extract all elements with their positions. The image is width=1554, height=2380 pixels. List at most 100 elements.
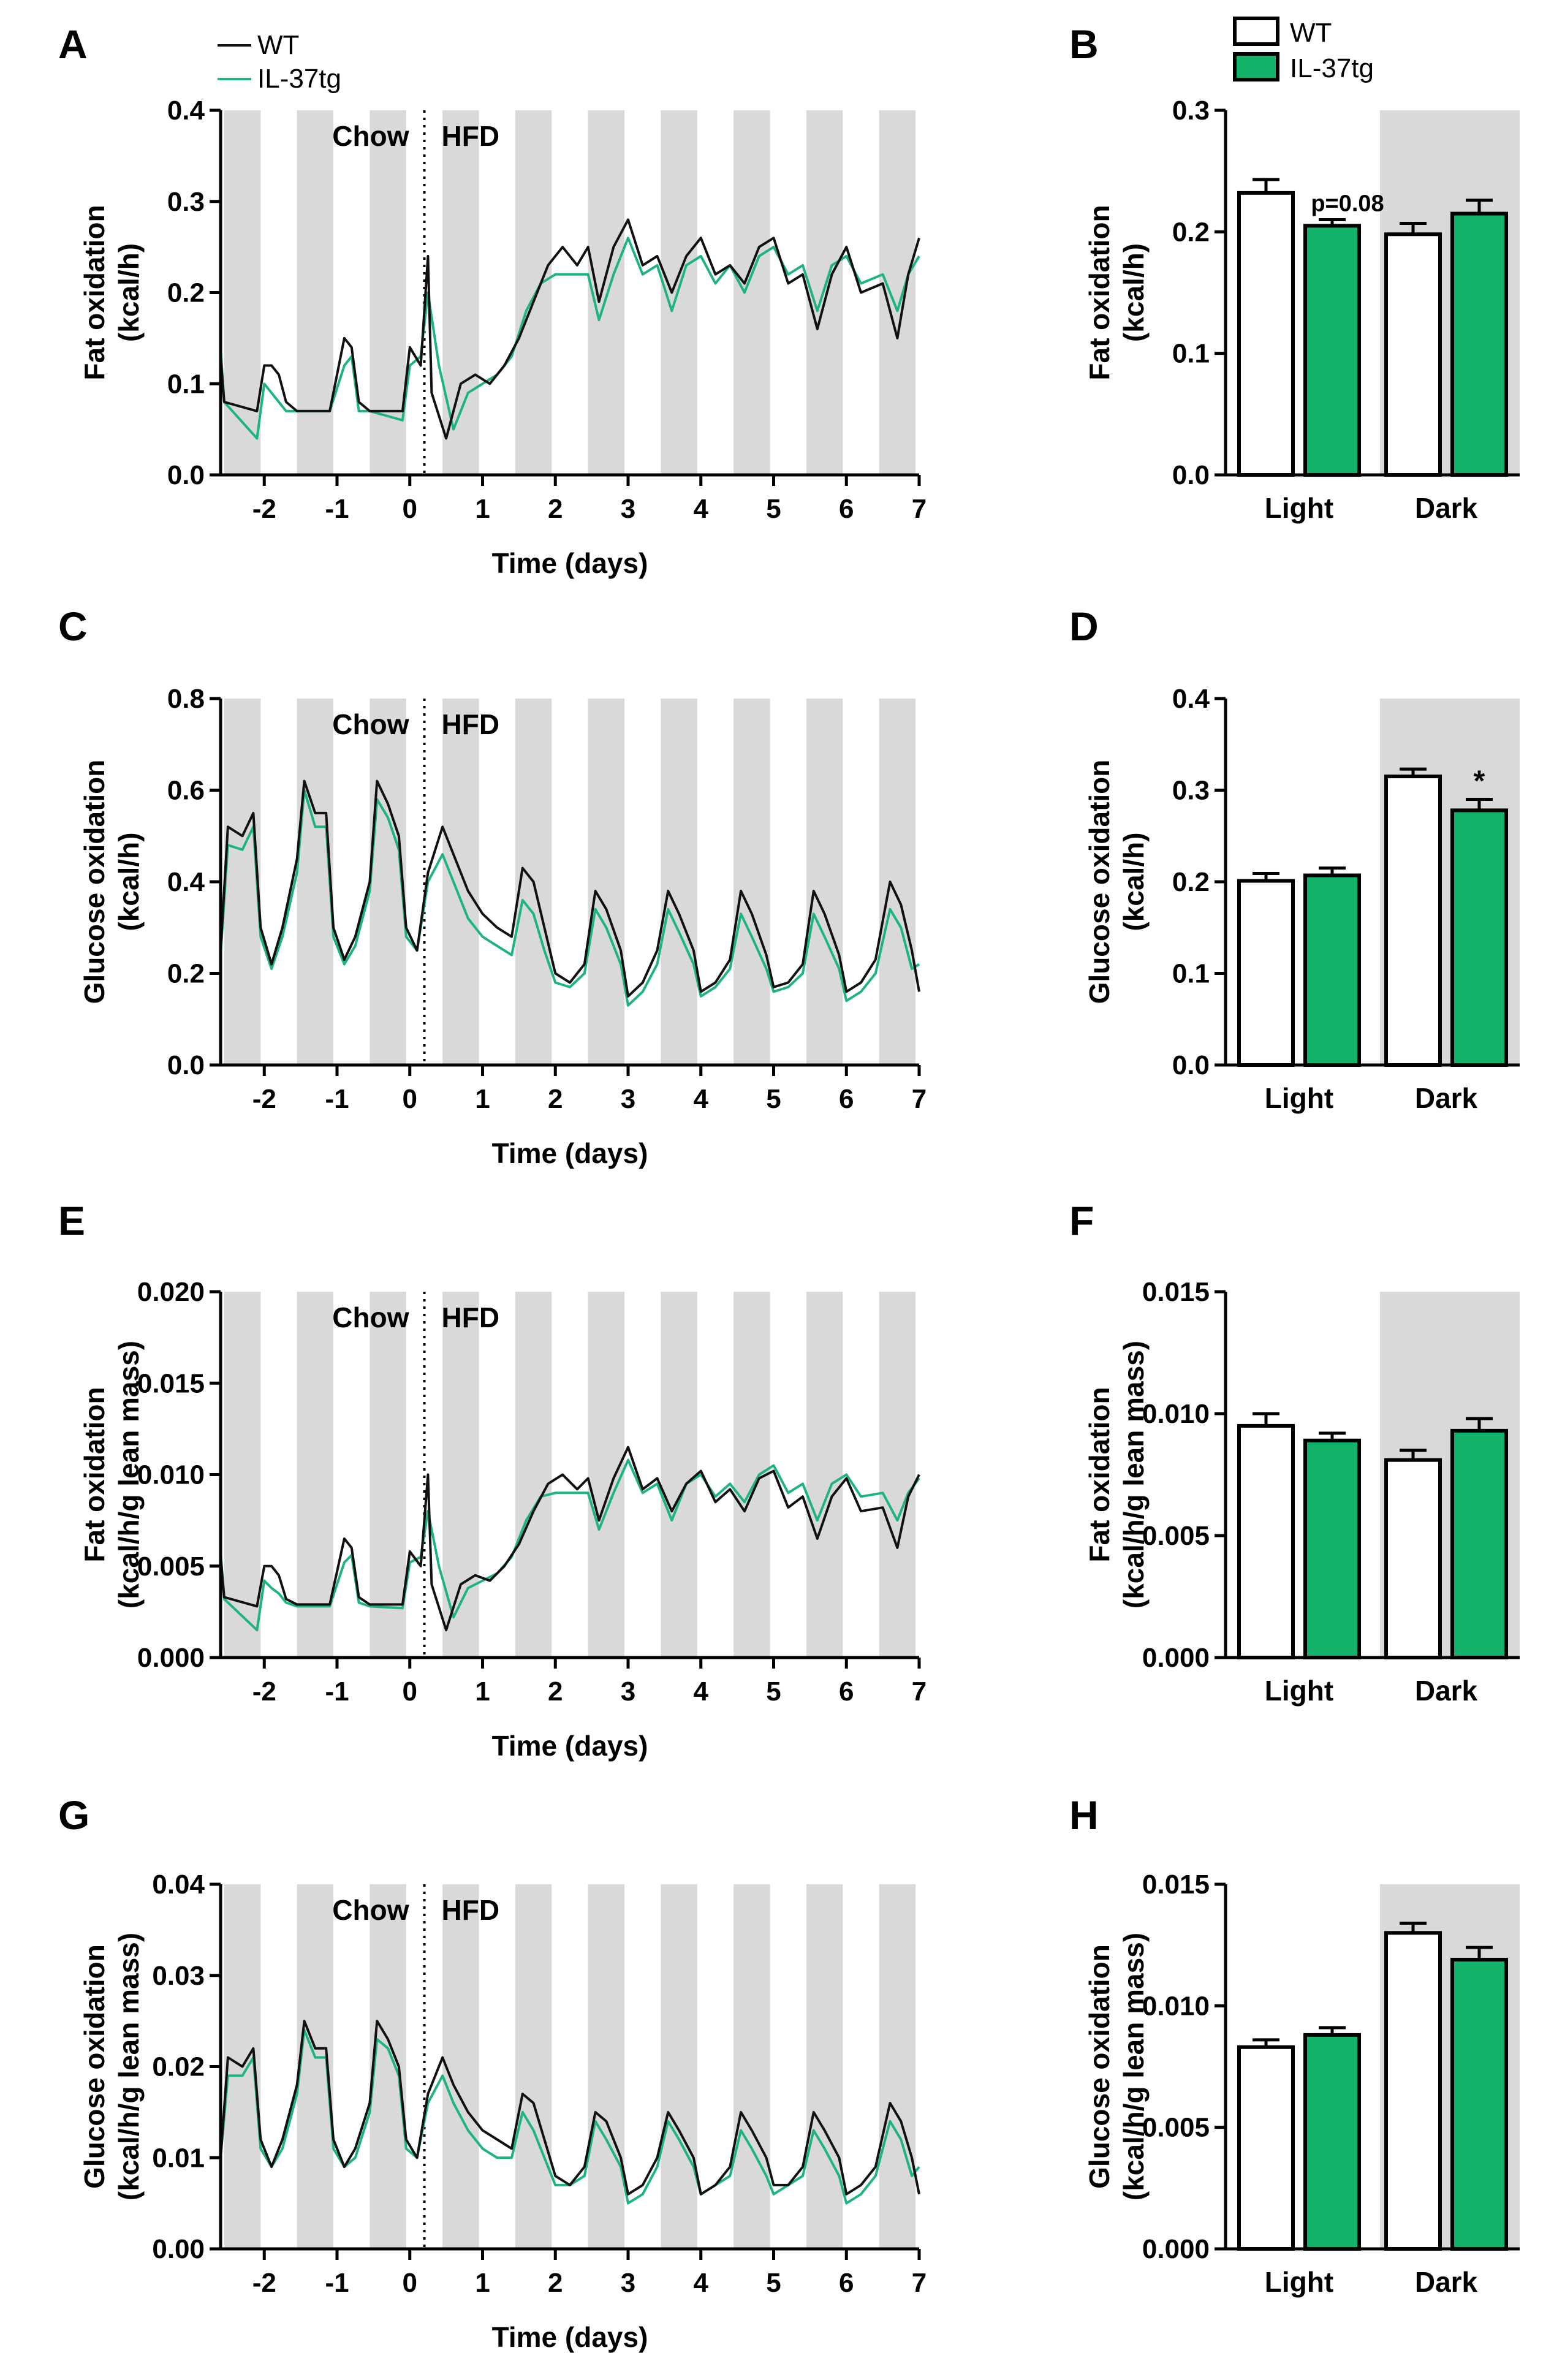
panel-d-bar-il-37tg-dark bbox=[1450, 808, 1508, 1067]
panel-c-x-tick-label: -2 bbox=[252, 1084, 276, 1114]
panel-e-x-tick-label: -2 bbox=[252, 1677, 276, 1707]
panel-c-x-tick-label: 4 bbox=[694, 1084, 709, 1114]
panel-f-category-label: Dark bbox=[1415, 1675, 1478, 1707]
panel-h-y-tick-label: 0.005 bbox=[1142, 2113, 1210, 2143]
panel-f-y-tick-label: 0.010 bbox=[1142, 1399, 1210, 1429]
panel-a-x-tick-label: 7 bbox=[912, 494, 927, 524]
panel-h-y-tick-label: 0.010 bbox=[1142, 1991, 1210, 2021]
panel-h-category-label: Light bbox=[1265, 2266, 1333, 2298]
panel-f-y-axis-title-line: (kcal/h/g lean mass) bbox=[1118, 1341, 1150, 1609]
panel-b-y-tick-label: 0.3 bbox=[1172, 96, 1210, 126]
panel-g-dark-period bbox=[442, 1884, 479, 2249]
panel-g-y-tick-label: 0.02 bbox=[152, 2052, 205, 2082]
panel-h-y-tick-label: 0.015 bbox=[1142, 1870, 1210, 1900]
panel-a-dark-period bbox=[588, 110, 625, 475]
panel-c-x-tick-label: 6 bbox=[839, 1084, 854, 1114]
panel-h-y-axis-title: Glucose oxidation(kcal/h/g lean mass) bbox=[1083, 1933, 1150, 2200]
panel-h-category-label: Dark bbox=[1415, 2266, 1478, 2298]
panel-g-dark-period bbox=[661, 1884, 697, 2249]
panel-g: G Chow HFD 0.00 0.01 0.02 0.03 0.04 Glucose oxid… bbox=[58, 1792, 927, 2353]
panel-f-y-axis-title-line: Fat oxidation bbox=[1083, 1387, 1115, 1562]
panel-d-y-tick-label: 0.2 bbox=[1172, 867, 1210, 897]
panel-h-bar-il-37tg-light bbox=[1303, 2033, 1361, 2251]
panel-a-series-il-37tg bbox=[219, 237, 920, 440]
panel-e-dark-period bbox=[588, 1292, 625, 1658]
panel-c-dark-period bbox=[879, 699, 916, 1065]
panel-h-bar-wt-dark bbox=[1384, 1931, 1442, 2251]
panel-e-y-axis-title-line: (kcal/h/g lean mass) bbox=[113, 1341, 145, 1609]
panel-d: D Light * Dark 0.0 0.1 0.2 0.3 0.4 Glucose oxidat… bbox=[1069, 604, 1520, 1114]
panel-g-y-tick-label: 0.04 bbox=[152, 1870, 205, 1900]
panel-g-y-tick-label: 0.01 bbox=[152, 2143, 205, 2173]
panel-g-dark-period bbox=[588, 1884, 625, 2249]
panel-g-x-tick-label: 6 bbox=[839, 2268, 854, 2298]
panel-e-dark-period bbox=[224, 1292, 261, 1658]
panel-b-y-tick-label: 0.1 bbox=[1172, 339, 1210, 369]
panel-b: Bp=0.08 Light Dark 0.0 0.1 0.2 0.3 Fat oxidatio… bbox=[1069, 17, 1520, 524]
panel-b-y-tick-label: 0.0 bbox=[1172, 460, 1210, 490]
panel-c-x-tick-label: -1 bbox=[325, 1084, 349, 1114]
panel-e-x-tick-label: 5 bbox=[766, 1677, 781, 1707]
legend-bar-swatch bbox=[1233, 52, 1279, 81]
panel-c-x-tick-label: 1 bbox=[475, 1084, 490, 1114]
panel-b-bar-il-37tg-dark bbox=[1450, 211, 1508, 477]
panel-f: F Light Dark 0.000 0.005 0.010 0.015 Fat oxidat… bbox=[1069, 1198, 1520, 1707]
panel-f-bar-wt-light bbox=[1237, 1423, 1295, 1659]
panel-e-letter: E bbox=[58, 1198, 85, 1243]
panel-a-phase-chow: Chow bbox=[332, 120, 409, 152]
panel-e-phase-chow: Chow bbox=[332, 1302, 409, 1333]
panel-e-y-tick-label: 0.015 bbox=[137, 1368, 205, 1398]
panel-c-dark-period bbox=[661, 699, 697, 1065]
panel-a-x-tick-label: 1 bbox=[475, 494, 490, 524]
panel-f-y-tick-label: 0.015 bbox=[1142, 1277, 1210, 1307]
panel-c-letter: C bbox=[58, 604, 88, 649]
panel-g-letter: G bbox=[58, 1792, 89, 1838]
panel-b-bar-wt-light bbox=[1237, 191, 1295, 477]
panel-e-y-tick-label: 0.005 bbox=[137, 1552, 205, 1582]
panel-c: C Chow HFD 0.0 0.2 0.4 0.6 0.8 Glucose oxidation… bbox=[58, 604, 927, 1169]
panel-e-x-tick-label: 4 bbox=[694, 1677, 709, 1707]
panel-c-x-tick-label: 0 bbox=[403, 1084, 417, 1114]
panel-e-x-tick-label: 1 bbox=[475, 1677, 490, 1707]
panel-g-dark-period bbox=[879, 1884, 916, 2249]
panel-g-y-axis-title-line: (kcal/h/g lean mass) bbox=[113, 1933, 145, 2200]
panel-h: H Light Dark 0.000 0.005 0.010 0.015 Glucose ox… bbox=[1069, 1792, 1520, 2298]
panel-a-x-tick-label: -1 bbox=[325, 494, 349, 524]
panel-c-y-axis-title-line: Glucose oxidation bbox=[78, 760, 110, 1004]
panel-a-x-tick-label: 2 bbox=[548, 494, 563, 524]
panel-a-x-tick-label: 5 bbox=[766, 494, 781, 524]
panel-c-x-axis-title: Time (days) bbox=[492, 1137, 648, 1169]
panel-a-x-tick-label: -2 bbox=[252, 494, 276, 524]
panel-g-x-tick-label: 0 bbox=[403, 2268, 417, 2298]
panel-e-dark-period bbox=[806, 1292, 843, 1658]
panel-d-y-tick-label: 0.4 bbox=[1172, 684, 1210, 714]
panel-g-dark-period bbox=[515, 1884, 552, 2249]
panel-c-y-tick-label: 0.6 bbox=[167, 776, 205, 806]
panel-f-category-label: Light bbox=[1265, 1675, 1333, 1707]
panel-c-dark-period bbox=[806, 699, 843, 1065]
panel-d-y-tick-label: 0.3 bbox=[1172, 776, 1210, 806]
panel-a-y-tick-label: 0.2 bbox=[167, 278, 205, 308]
panel-b-y-axis-title: Fat oxidation(kcal/h) bbox=[1083, 205, 1150, 380]
panel-a-dark-period bbox=[515, 110, 552, 475]
panel-a-dark-period bbox=[733, 110, 770, 475]
panel-a-letter: A bbox=[58, 21, 88, 67]
panel-e-dark-period bbox=[879, 1292, 916, 1658]
panel-d-annotation: * bbox=[1474, 765, 1485, 797]
panel-a-dark-period bbox=[224, 110, 261, 475]
panel-c-x-tick-label: 3 bbox=[621, 1084, 635, 1114]
panel-e-y-tick-label: 0.000 bbox=[137, 1643, 205, 1673]
panel-c-x-tick-label: 7 bbox=[912, 1084, 927, 1114]
panel-f-bar-il-37tg-dark bbox=[1450, 1428, 1508, 1660]
panel-f-y-axis-title: Fat oxidation(kcal/h/g lean mass) bbox=[1083, 1341, 1150, 1609]
panel-g-y-tick-label: 0.03 bbox=[152, 1961, 205, 1991]
panel-a-y-tick-label: 0.4 bbox=[167, 96, 205, 126]
panel-g-x-tick-label: -1 bbox=[325, 2268, 349, 2298]
panel-a-y-tick-label: 0.1 bbox=[167, 369, 205, 399]
panel-b-bar-il-37tg-light bbox=[1303, 224, 1361, 477]
panel-e-dark-period bbox=[297, 1292, 334, 1658]
panel-d-y-axis-title-line: Glucose oxidation bbox=[1083, 760, 1115, 1004]
panel-c-dark-period bbox=[297, 699, 334, 1065]
panel-c-dark-period bbox=[588, 699, 625, 1065]
